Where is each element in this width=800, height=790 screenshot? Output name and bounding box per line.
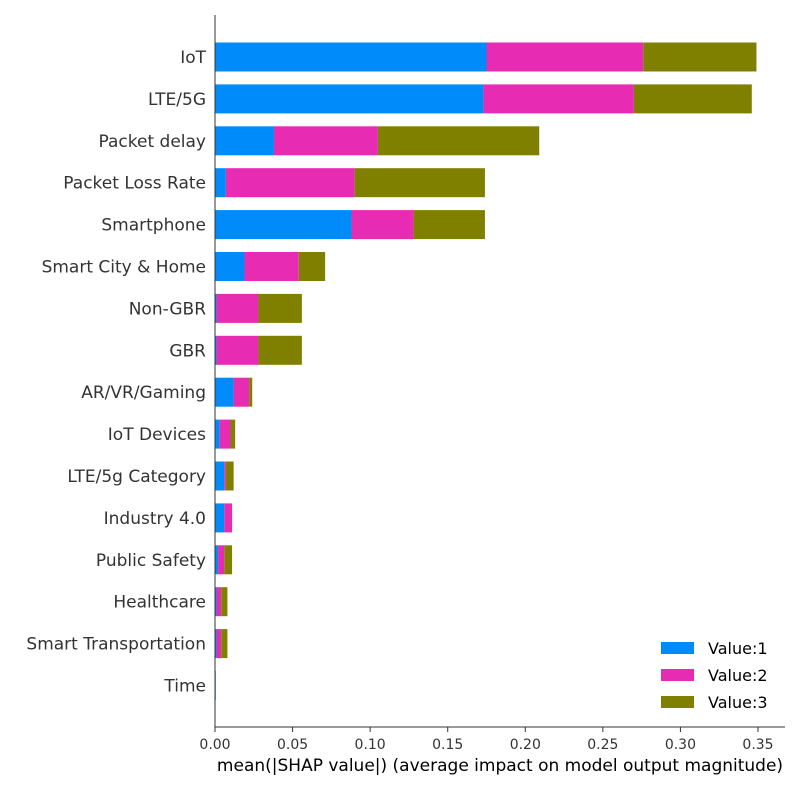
bar-3-12 — [224, 545, 232, 574]
x-tick-label: 0.25 — [587, 737, 618, 753]
legend-swatch-1 — [661, 642, 694, 654]
bar-2-8 — [234, 378, 250, 407]
bar-3-0 — [643, 43, 756, 72]
bar-1-10 — [215, 462, 224, 491]
category-label: Public Safety — [96, 551, 206, 571]
bar-1-0 — [215, 43, 487, 72]
bar-2-6 — [217, 294, 259, 323]
bar-1-1 — [215, 84, 483, 113]
bar-2-9 — [220, 420, 231, 449]
bar-3-5 — [299, 252, 325, 281]
x-tick-label: 0.15 — [432, 737, 463, 753]
bar-3-2 — [378, 126, 539, 155]
category-label: Industry 4.0 — [104, 509, 206, 529]
x-ticks: 0.00 0.05 0.10 0.15 0.20 0.25 0.30 0.35 — [199, 727, 773, 753]
bar-3-3 — [355, 168, 485, 197]
legend-swatch-2 — [661, 669, 694, 681]
category-label: Non-GBR — [129, 299, 206, 319]
bar-1-5 — [215, 252, 244, 281]
legend-label-2: Value:2 — [708, 666, 768, 685]
category-label: GBR — [169, 341, 206, 361]
bar-2-4 — [352, 210, 414, 239]
bar-2-1 — [483, 84, 633, 113]
bar-3-10 — [226, 462, 234, 491]
category-label: LTE/5g Category — [67, 467, 206, 487]
bar-2-14 — [217, 629, 222, 658]
bar-2-11 — [224, 503, 232, 532]
bar-1-4 — [215, 210, 352, 239]
bar-3-9 — [231, 420, 236, 449]
x-tick-label: 0.35 — [742, 737, 773, 753]
legend-label-3: Value:3 — [708, 693, 768, 712]
x-tick-label: 0.20 — [510, 737, 541, 753]
category-label: Smart City & Home — [42, 258, 206, 278]
category-label: Packet Loss Rate — [63, 174, 206, 194]
bar-2-10 — [224, 462, 226, 491]
bar-3-1 — [634, 84, 752, 113]
legend-swatch-3 — [661, 696, 694, 708]
bar-2-7 — [217, 336, 259, 365]
category-label: Healthcare — [113, 593, 206, 613]
category-label: LTE/5G — [148, 90, 206, 110]
bar-2-13 — [217, 587, 222, 616]
category-label: AR/VR/Gaming — [81, 383, 206, 403]
category-label: Smart Transportation — [26, 635, 206, 655]
bar-2-2 — [274, 126, 378, 155]
bar-2-5 — [244, 252, 298, 281]
bar-1-8 — [215, 378, 234, 407]
legend: Value:1 Value:2 Value:3 — [661, 639, 768, 712]
bar-2-3 — [226, 168, 355, 197]
x-axis-label: mean(|SHAP value|) (average impact on mo… — [217, 756, 783, 776]
category-label: Packet delay — [99, 132, 206, 152]
bar-2-12 — [218, 545, 224, 574]
bar-1-3 — [215, 168, 226, 197]
x-tick-label: 0.00 — [199, 737, 230, 753]
category-label: Time — [163, 677, 206, 697]
legend-label-1: Value:1 — [708, 639, 768, 658]
bar-1-11 — [215, 503, 224, 532]
category-label: Smartphone — [101, 216, 206, 236]
category-label: IoT — [180, 48, 206, 68]
bar-3-13 — [221, 587, 227, 616]
bar-1-2 — [215, 126, 274, 155]
bar-3-4 — [414, 210, 485, 239]
bar-2-0 — [487, 43, 644, 72]
bar-3-14 — [221, 629, 227, 658]
bar-1-9 — [215, 420, 220, 449]
bar-3-6 — [258, 294, 301, 323]
category-label: IoT Devices — [108, 425, 206, 445]
bars-group — [215, 43, 756, 701]
bar-3-8 — [249, 378, 252, 407]
bar-3-7 — [258, 336, 301, 365]
category-labels: IoT LTE/5G Packet delay Packet Loss Rate Sma… — [26, 48, 206, 697]
x-tick-label: 0.10 — [355, 737, 386, 753]
x-tick-label: 0.30 — [665, 737, 696, 753]
x-tick-label: 0.05 — [277, 737, 308, 753]
